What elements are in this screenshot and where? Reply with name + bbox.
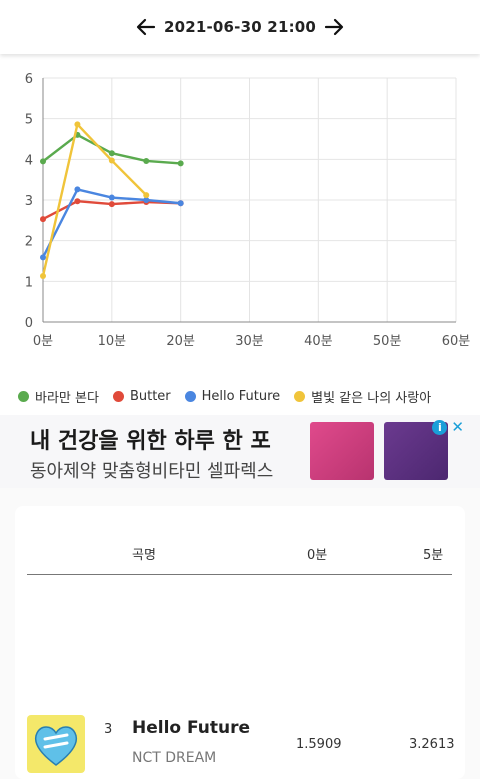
heart-logo-icon <box>34 726 78 766</box>
ad-banner[interactable]: 내 건강을 위한 하루 한 포 동아제약 맞춤형비타민 셀파렉스 i ✕ <box>0 415 480 488</box>
legend-label: 바라만 본다 <box>35 390 99 406</box>
legend-item[interactable]: Hello Future <box>184 388 281 404</box>
x-tick-label: 30분 <box>235 334 264 349</box>
ad-headline: 내 건강을 위한 하루 한 포 <box>30 429 271 454</box>
next-button[interactable] <box>316 9 352 45</box>
chart-svg: 0분 10분 20분 30분 40분 50분 60분 0 1 2 3 4 5 6 <box>25 72 471 349</box>
legend-item[interactable]: Butter <box>112 388 171 404</box>
data-point <box>40 254 46 261</box>
info-icon[interactable]: i <box>432 419 448 435</box>
x-tick-label: 50분 <box>373 334 402 349</box>
y-tick-label: 4 <box>25 153 33 168</box>
data-point <box>74 186 81 193</box>
column-header-5min: 5분 <box>423 548 444 563</box>
data-point <box>108 194 115 201</box>
data-point <box>40 216 46 223</box>
top-bar: 2021-06-30 21:00 <box>0 0 480 54</box>
data-point <box>108 157 115 164</box>
data-point <box>74 121 81 128</box>
legend-item[interactable]: 별빛 같은 나의 사랑아 <box>294 387 431 406</box>
x-tick-label: 10분 <box>98 334 127 349</box>
data-point <box>143 192 150 199</box>
x-tick-label: 60분 <box>442 334 471 349</box>
data-point <box>177 160 184 167</box>
series-line <box>41 123 148 277</box>
ad-product-image <box>310 422 374 480</box>
data-point <box>40 158 46 165</box>
y-tick-label: 5 <box>25 113 33 128</box>
song-artist: NCT DREAM <box>132 750 217 766</box>
line-chart: 0분 10분 20분 30분 40분 50분 60분 0 1 2 3 4 5 6 <box>0 56 480 366</box>
data-point <box>108 201 115 208</box>
ranking-table: 곡명 0분 5분 3 Hello Future NCT DREAM 1.5909… <box>15 506 465 779</box>
arrow-right-icon <box>324 18 344 36</box>
column-header-name: 곡명 <box>132 548 156 563</box>
chart-legend: 바라만 본다 Butter Hello Future 별빛 같은 나의 사랑아 <box>18 386 445 406</box>
legend-label: Butter <box>129 388 171 404</box>
header-divider <box>27 574 452 575</box>
y-tick-label: 3 <box>25 194 33 209</box>
ad-controls: i ✕ <box>432 418 464 436</box>
prev-button[interactable] <box>128 9 164 45</box>
y-tick-label: 0 <box>25 316 33 331</box>
arrow-left-icon <box>136 18 156 36</box>
data-point <box>74 198 81 205</box>
x-tick-label: 0분 <box>33 334 53 349</box>
data-point <box>143 197 150 203</box>
legend-label: 별빛 같은 나의 사랑아 <box>311 390 432 406</box>
value-5min: 3.2613 <box>409 737 455 752</box>
y-tick-label: 1 <box>25 275 33 290</box>
rank-number: 3 <box>104 722 113 737</box>
data-point <box>108 150 115 157</box>
legend-item[interactable]: 바라만 본다 <box>18 387 99 406</box>
legend-dot-icon <box>112 390 124 402</box>
legend-dot-icon <box>294 390 306 402</box>
legend-dot-icon <box>184 390 196 402</box>
x-tick-label: 20분 <box>166 334 195 349</box>
close-icon[interactable]: ✕ <box>451 418 464 436</box>
data-point <box>177 200 184 207</box>
y-tick-label: 2 <box>25 235 33 250</box>
ad-subline: 동아제약 맞춤형비타민 셀파렉스 <box>30 461 274 482</box>
table-row[interactable]: 3 Hello Future NCT DREAM 1.5909 3.2613 <box>15 714 465 778</box>
data-point <box>143 157 150 164</box>
data-point <box>40 273 46 280</box>
song-title: Hello Future <box>132 718 251 738</box>
column-header-0min: 0분 <box>307 548 328 563</box>
legend-label: Hello Future <box>201 388 281 404</box>
datetime-label: 2021-06-30 21:00 <box>163 18 317 36</box>
x-tick-label: 40분 <box>304 334 333 349</box>
y-tick-label: 6 <box>25 72 33 87</box>
value-0min: 1.5909 <box>296 737 342 752</box>
legend-dot-icon <box>18 390 29 402</box>
album-art <box>27 715 85 773</box>
